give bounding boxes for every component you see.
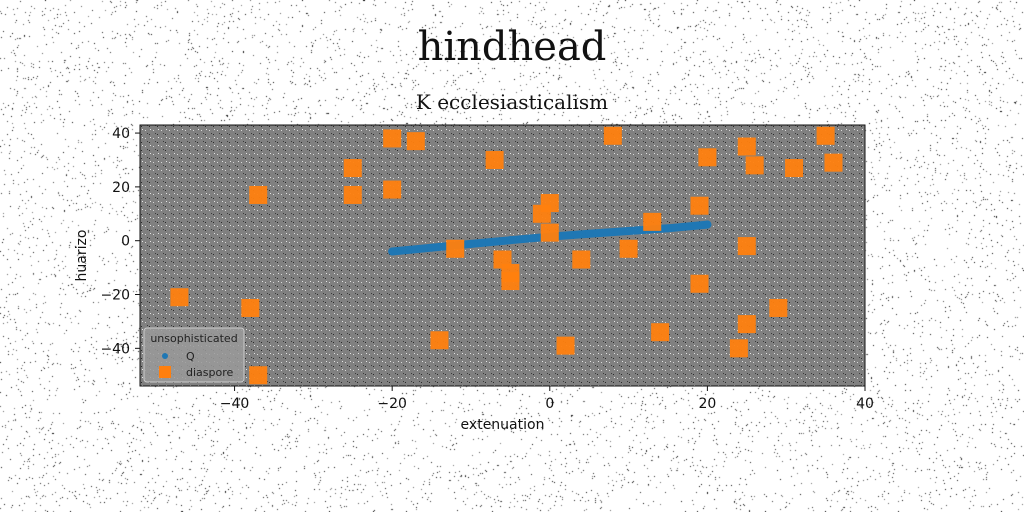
point-diaspore-32 bbox=[769, 298, 788, 317]
legend-title: unsophisticated bbox=[150, 332, 237, 345]
y-axis-label: huarizo bbox=[74, 230, 90, 282]
point-q-3 bbox=[506, 236, 515, 245]
point-diaspore-4 bbox=[343, 159, 362, 178]
point-diaspore-17 bbox=[540, 223, 559, 242]
legend-marker-diaspore bbox=[159, 366, 171, 378]
point-diaspore-34 bbox=[816, 126, 835, 145]
legend-label-q: Q bbox=[186, 350, 195, 363]
point-q-6 bbox=[624, 227, 633, 236]
point-diaspore-20 bbox=[603, 126, 622, 145]
point-diaspore-30 bbox=[737, 315, 756, 334]
point-diaspore-11 bbox=[485, 150, 504, 169]
point-diaspore-18 bbox=[556, 336, 575, 355]
y-tick-label: 0 bbox=[121, 234, 130, 250]
point-diaspore-6 bbox=[383, 129, 402, 148]
point-q-5 bbox=[585, 229, 594, 238]
point-q-2 bbox=[466, 239, 475, 248]
point-diaspore-16 bbox=[540, 194, 559, 213]
point-diaspore-1 bbox=[241, 298, 260, 317]
y-tick-label: −20 bbox=[100, 288, 130, 304]
x-tick-label: −40 bbox=[220, 396, 250, 412]
x-axis-label: extenuation bbox=[461, 417, 545, 433]
y-tick-label: −40 bbox=[100, 341, 130, 357]
chart-subtitle: K ecclesiasticalism bbox=[415, 90, 609, 114]
chart-title: hindhead bbox=[417, 24, 607, 70]
point-diaspore-23 bbox=[651, 323, 670, 342]
point-diaspore-33 bbox=[785, 159, 804, 178]
point-diaspore-25 bbox=[690, 274, 709, 293]
point-diaspore-7 bbox=[383, 180, 402, 199]
point-diaspore-14 bbox=[501, 272, 520, 291]
point-diaspore-5 bbox=[343, 185, 362, 204]
plot-frame bbox=[139, 124, 866, 387]
x-tick-label: 0 bbox=[545, 396, 554, 412]
point-diaspore-2 bbox=[249, 185, 268, 204]
point-diaspore-28 bbox=[737, 137, 756, 156]
point-diaspore-0 bbox=[170, 288, 189, 307]
point-diaspore-26 bbox=[698, 148, 717, 167]
axes: −40 −20 0 20 40 −40 −20 0 20 40 bbox=[100, 124, 874, 412]
point-diaspore-27 bbox=[729, 339, 748, 358]
point-diaspore-22 bbox=[643, 212, 662, 231]
point-q-1 bbox=[427, 243, 436, 252]
point-diaspore-9 bbox=[430, 331, 449, 350]
x-tick-label: 20 bbox=[698, 396, 716, 412]
x-tick-label: −20 bbox=[377, 396, 407, 412]
point-diaspore-35 bbox=[824, 153, 843, 172]
point-diaspore-21 bbox=[619, 239, 638, 258]
point-diaspore-19 bbox=[572, 250, 591, 269]
legend-marker-q bbox=[162, 353, 168, 359]
legend-label-diaspore: diaspore bbox=[186, 366, 234, 379]
point-diaspore-10 bbox=[446, 239, 465, 258]
point-diaspore-3 bbox=[249, 366, 268, 385]
x-tick-label: 40 bbox=[856, 396, 874, 412]
point-diaspore-8 bbox=[406, 132, 425, 151]
series-layer bbox=[170, 126, 843, 385]
legend: unsophisticated Q diaspore bbox=[143, 327, 245, 383]
point-q-7 bbox=[663, 224, 672, 233]
y-tick-label: 40 bbox=[112, 126, 130, 142]
series-diaspore bbox=[170, 126, 843, 385]
point-q-0 bbox=[388, 247, 397, 256]
point-q-8 bbox=[703, 220, 712, 229]
point-diaspore-24 bbox=[690, 196, 709, 215]
y-tick-label: 20 bbox=[112, 180, 130, 196]
point-diaspore-29 bbox=[737, 237, 756, 256]
point-diaspore-31 bbox=[745, 156, 764, 175]
